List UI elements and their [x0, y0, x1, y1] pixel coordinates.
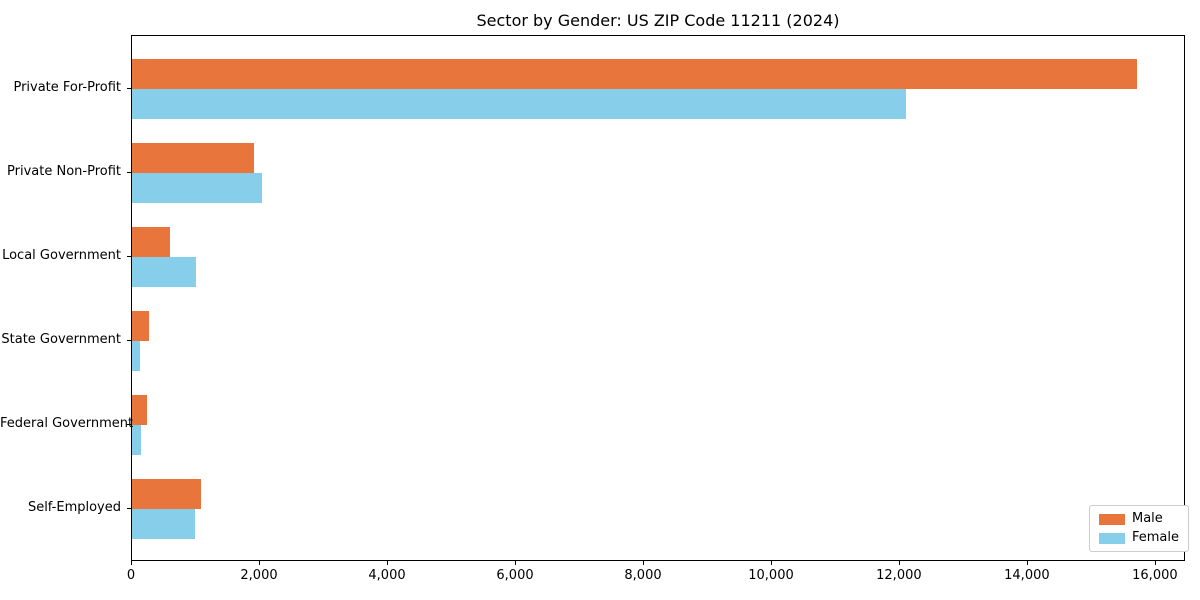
y-axis-label-private-non-profit: Private Non-Profit — [7, 164, 121, 179]
x-tick-label: 16,000 — [1132, 568, 1178, 583]
y-tick-mark — [127, 424, 131, 425]
x-tick-label: 0 — [126, 568, 136, 583]
legend-swatch-female — [1099, 532, 1125, 544]
x-tick-mark — [515, 561, 516, 565]
y-axis-label-state-government: State Government — [1, 332, 121, 347]
x-tick-mark — [898, 561, 900, 565]
y-tick-mark — [127, 256, 131, 257]
bar-male-local-government — [132, 227, 171, 257]
bar-male-private-for-profit — [132, 59, 1137, 89]
legend-swatch-male — [1099, 513, 1125, 525]
x-tick-mark — [131, 561, 132, 565]
bar-male-federal-government — [132, 395, 147, 425]
bar-female-private-for-profit — [132, 89, 907, 119]
bar-female-federal-government — [132, 425, 141, 455]
bar-female-local-government — [132, 257, 196, 287]
bar-male-state-government — [132, 311, 150, 341]
y-axis-label-federal-government: Federal Government — [0, 416, 134, 431]
legend-label-female: Female — [1132, 530, 1180, 545]
y-axis-label-private-for-profit: Private For-Profit — [13, 80, 121, 95]
x-tick-mark — [259, 561, 260, 565]
legend-label-male: Male — [1132, 511, 1163, 526]
plot-area — [131, 35, 1185, 561]
bar-male-private-non-profit — [132, 143, 254, 173]
y-axis-label-self-employed: Self-Employed — [27, 500, 121, 515]
y-tick-mark — [127, 340, 131, 341]
x-tick-label: 10,000 — [748, 568, 794, 583]
x-tick-label: 4,000 — [368, 568, 406, 583]
y-tick-mark — [127, 172, 131, 173]
x-tick-label: 2,000 — [240, 568, 278, 583]
x-tick-mark — [1026, 561, 1028, 565]
x-tick-mark — [387, 561, 388, 565]
x-tick-label: 8,000 — [624, 568, 662, 583]
legend-item-female: Female — [1099, 531, 1179, 545]
x-tick-mark — [1154, 561, 1156, 565]
bar-female-self-employed — [132, 509, 195, 539]
x-tick-label: 6,000 — [496, 568, 534, 583]
y-tick-mark — [127, 88, 131, 89]
legend: Male Female — [1089, 505, 1190, 552]
y-tick-mark — [127, 508, 131, 509]
x-tick-label: 14,000 — [1004, 568, 1050, 583]
bar-female-private-non-profit — [132, 173, 262, 203]
y-axis-label-local-government: Local Government — [2, 248, 121, 263]
legend-item-male: Male — [1099, 512, 1179, 526]
chart-title: Sector by Gender: US ZIP Code 11211 (202… — [476, 11, 840, 30]
bar-male-self-employed — [132, 479, 201, 509]
x-tick-mark — [771, 561, 772, 565]
x-tick-label: 12,000 — [876, 568, 922, 583]
bar-female-state-government — [132, 341, 141, 371]
x-tick-mark — [643, 561, 644, 565]
